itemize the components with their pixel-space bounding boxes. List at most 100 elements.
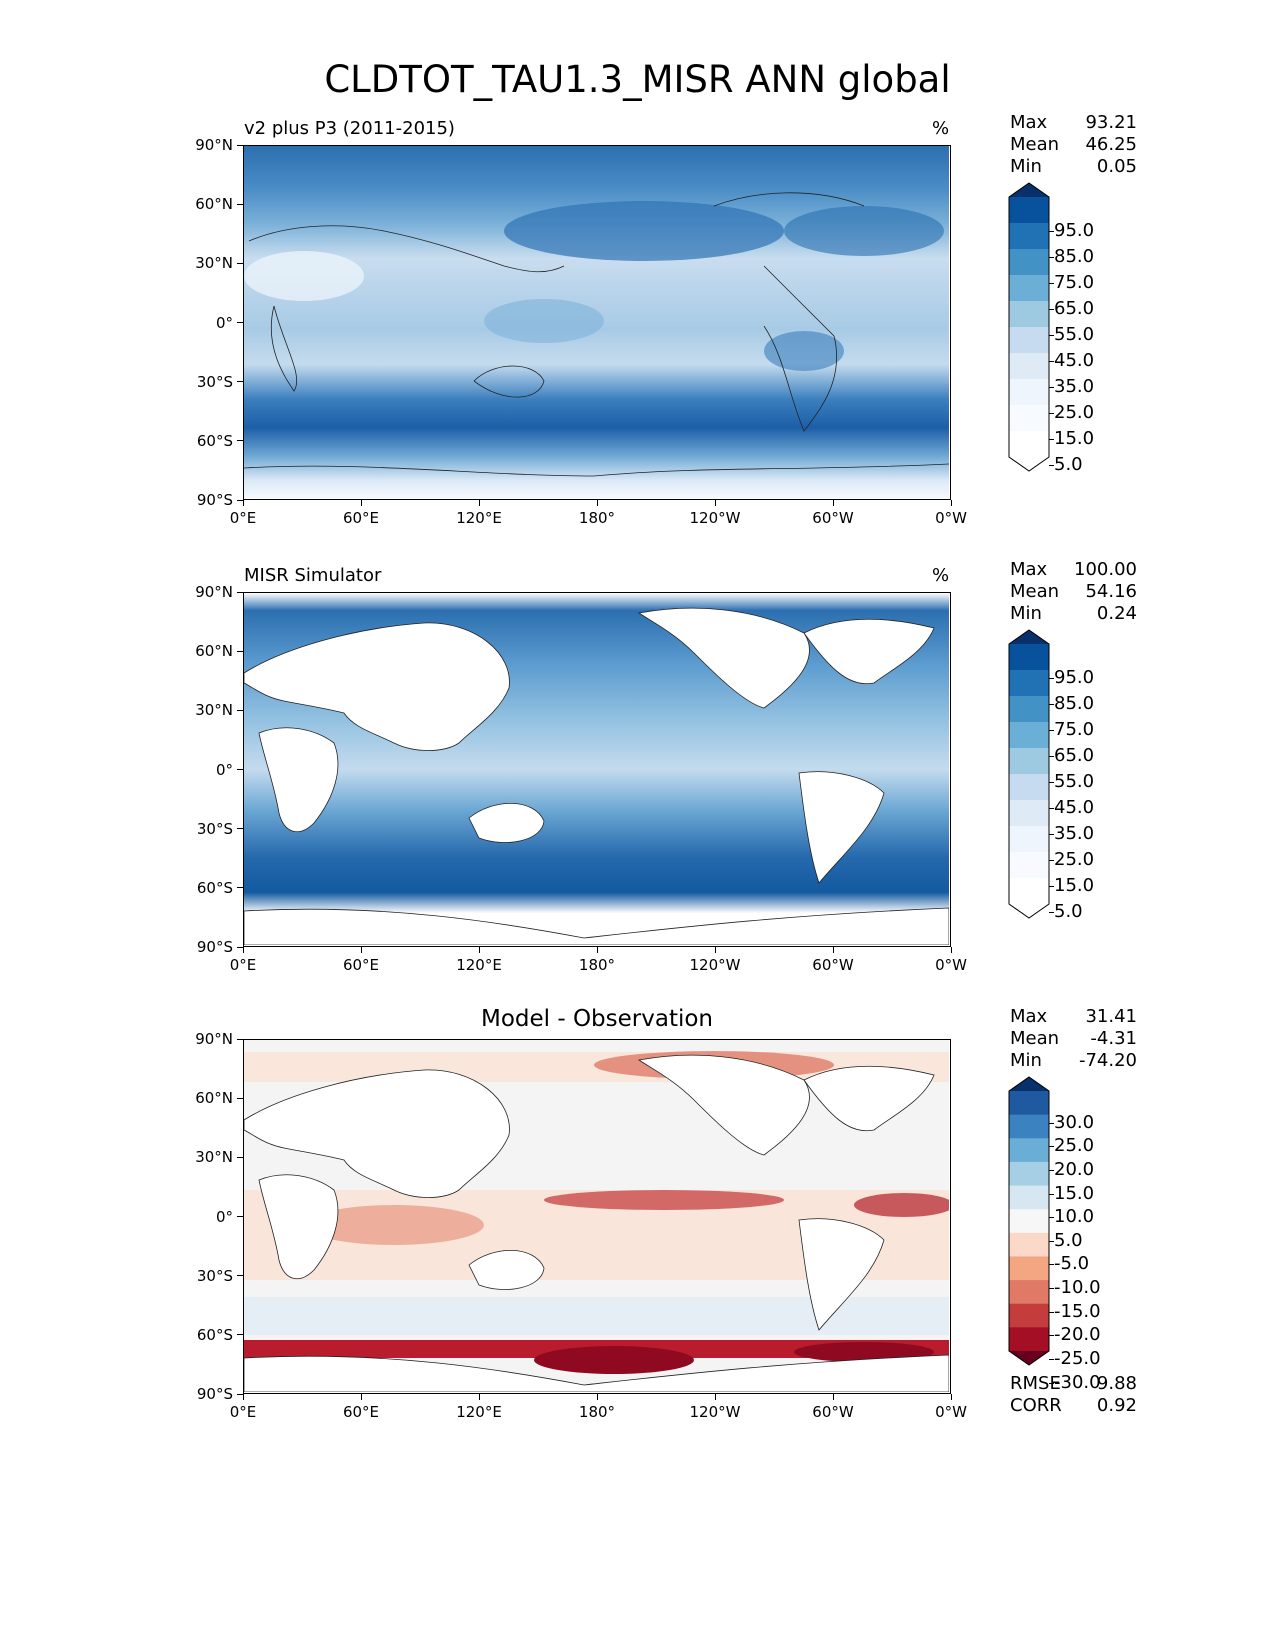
x-tick-mark (242, 947, 244, 953)
colorbar-segment (1009, 878, 1049, 905)
stat-row: Max 31.41 (1010, 1006, 1137, 1028)
colorbar-tick-mark (1049, 678, 1054, 679)
x-tick-mark (950, 947, 952, 953)
colorbar-segment (1009, 1091, 1049, 1116)
colorbar-tick-label: -25.0 (1054, 1348, 1101, 1369)
figure-title: CLDTOT_TAU1.3_MISR ANN global (324, 58, 951, 101)
colorbar-tick-mark (1049, 1382, 1054, 1384)
stat-name: Max (1010, 559, 1048, 580)
y-tick-mark (237, 946, 243, 948)
colorbar-tick-mark (1049, 413, 1054, 414)
colorbar-tick-label: 5.0 (1054, 454, 1083, 475)
stat-value: 100.00 (1074, 559, 1137, 580)
colorbar-segment (1009, 722, 1049, 749)
colorbar-top-extension (1009, 1077, 1049, 1091)
y-tick-mark (237, 1156, 243, 1158)
y-tick-label: 90°N (195, 583, 233, 601)
colorbar-tick-mark (1049, 1311, 1054, 1313)
y-tick-label: 30°S (196, 819, 233, 838)
x-tick-label: 120°W (689, 956, 741, 974)
stat-value: 31.41 (1085, 1006, 1137, 1027)
y-tick-label: 0° (215, 313, 233, 332)
colorbar-segment (1009, 1185, 1049, 1210)
x-tick-label: 0°W (935, 509, 967, 527)
x-tick-label: 60°W (812, 956, 854, 974)
stat-value: 9.88 (1096, 1373, 1137, 1394)
colorbar-tick-mark (1049, 361, 1054, 362)
x-tick-label: 60°E (342, 956, 380, 974)
colorbar-tick-label: 75.0 (1054, 272, 1095, 293)
panel-1-unit: % (932, 118, 950, 139)
panel-3-title: Model - Observation (480, 1006, 714, 1032)
x-tick-mark (596, 1394, 598, 1400)
stat-row: Max 100.00 (1010, 559, 1137, 581)
colorbar-tick-label: 15.0 (1054, 428, 1095, 449)
colorbar-tick-label: 85.0 (1054, 693, 1095, 714)
colorbar-tick-mark (1049, 465, 1054, 466)
colorbar-tick-label: -20.0 (1054, 1324, 1101, 1346)
colorbar-segment (1009, 379, 1049, 406)
y-tick-label: 30°N (195, 254, 233, 273)
colorbar-tick-mark (1049, 1169, 1054, 1171)
colorbar-segment (1009, 301, 1049, 328)
stat-name: Mean (1010, 134, 1060, 155)
y-tick-mark (237, 828, 243, 830)
colorbar-tick-mark (1049, 1240, 1054, 1242)
x-tick-label: 60°W (812, 1403, 854, 1421)
x-tick-label: 180° (578, 1403, 616, 1421)
colorbar-tick-label: 75.0 (1054, 719, 1095, 740)
colorbar-segment (1009, 748, 1049, 775)
colorbar-segment (1009, 644, 1049, 671)
stat-name: Max (1010, 112, 1048, 133)
colorbar-tick-mark (1049, 912, 1054, 913)
x-tick-label: 0°W (935, 956, 967, 974)
colorbar-segment (1009, 431, 1049, 458)
stat-row: CORR 0.92 (1010, 1395, 1137, 1417)
stat-name: Max (1010, 1006, 1048, 1027)
colorbar-tick-label: 25.0 (1054, 1135, 1095, 1157)
x-tick-mark (360, 500, 362, 506)
y-tick-label: 60°S (196, 878, 233, 897)
colorbar-tick-label: 45.0 (1054, 350, 1095, 371)
stat-value: 0.92 (1096, 1395, 1137, 1416)
colorbar-tick-label: -5.0 (1054, 1253, 1090, 1275)
y-tick-mark (237, 1097, 243, 1099)
x-tick-mark (478, 500, 480, 506)
x-tick-mark (714, 947, 716, 953)
x-tick-mark (596, 947, 598, 953)
colorbar-tick-mark (1049, 704, 1054, 705)
y-tick-mark (237, 650, 243, 652)
colorbar-tick-mark (1049, 1335, 1054, 1337)
colorbar-tick-label: 85.0 (1054, 246, 1095, 267)
x-tick-mark (360, 1394, 362, 1400)
panel-2-stats: Max 100.00 Mean 54.16 Min 0.24 (1010, 559, 1137, 625)
x-tick-label: 120°W (689, 509, 741, 527)
y-tick-mark (237, 1275, 243, 1277)
x-tick-mark (714, 500, 716, 506)
stat-name: RMSE (1010, 1373, 1061, 1394)
stat-value: 93.21 (1085, 112, 1137, 133)
stat-row: Mean 54.16 (1010, 581, 1137, 603)
colorbar-outline (1008, 629, 1050, 919)
y-tick-mark (237, 1393, 243, 1395)
colorbar-tick-label: 5.0 (1054, 901, 1083, 922)
x-tick-label: 60°W (812, 509, 854, 527)
colorbar-tick-label: -10.0 (1054, 1277, 1101, 1299)
stat-name: Min (1010, 1050, 1042, 1071)
y-tick-label: 60°N (195, 1089, 233, 1108)
stat-value: 46.25 (1085, 134, 1137, 155)
colorbar-tick-label: 65.0 (1054, 298, 1095, 319)
y-tick-label: 0° (215, 760, 233, 779)
colorbar-segment (1009, 275, 1049, 302)
y-tick-label: 60°N (195, 195, 233, 214)
colorbar-tick-label: 10.0 (1054, 1206, 1095, 1228)
panel-2-label: MISR Simulator (244, 565, 382, 586)
y-tick-mark (237, 144, 243, 146)
y-tick-label: 90°N (195, 1030, 233, 1048)
stat-row: RMSE 9.88 (1010, 1373, 1137, 1395)
colorbar-tick-label: 15.0 (1054, 875, 1095, 896)
colorbar-top-extension (1009, 183, 1049, 197)
x-tick-label: 0°E (229, 956, 257, 974)
colorbar-tick-label: -15.0 (1054, 1300, 1101, 1322)
stat-row: Min 0.24 (1010, 603, 1137, 625)
